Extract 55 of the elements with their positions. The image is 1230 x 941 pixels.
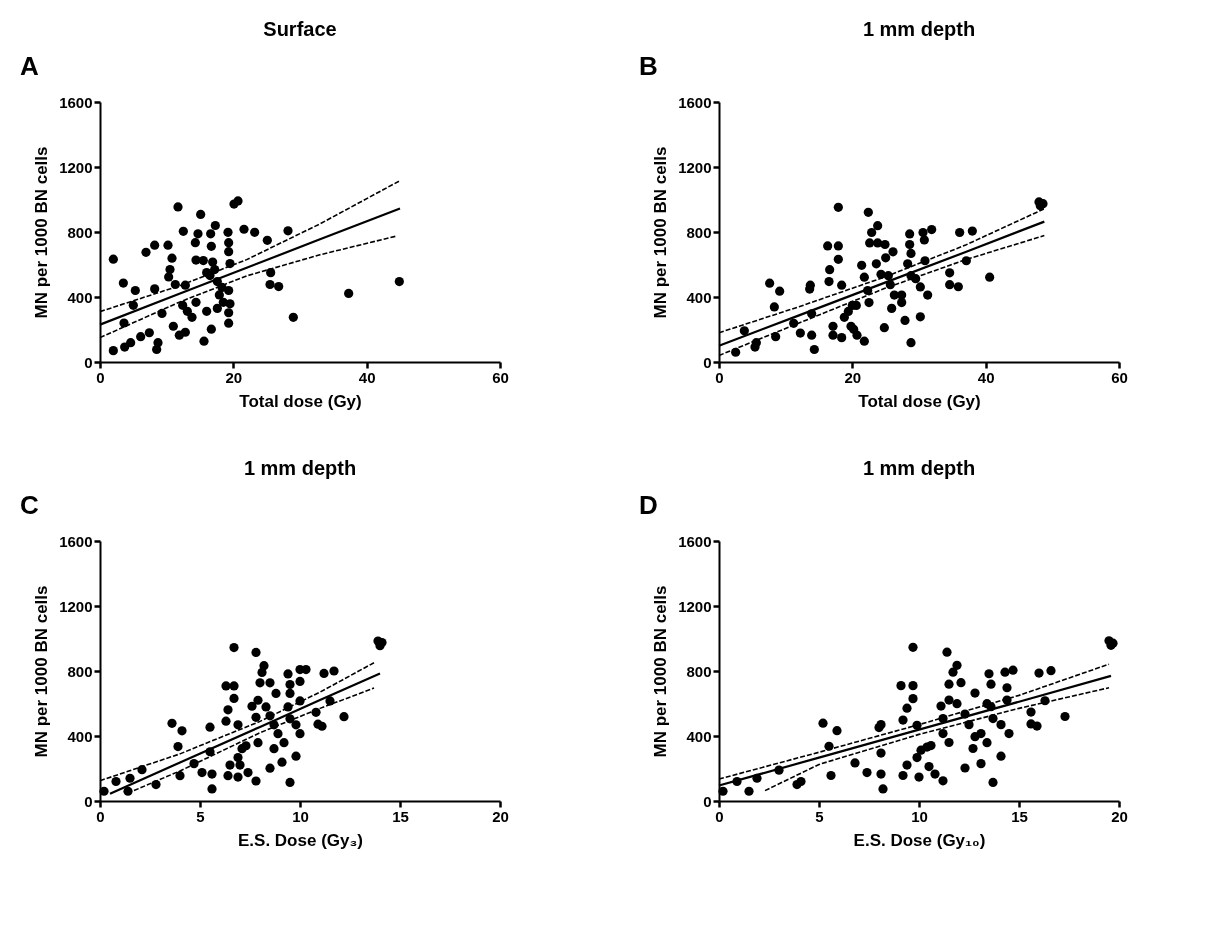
x-tick-label: 0	[96, 807, 105, 825]
y-tick-label: 400	[67, 288, 93, 306]
y-tick-label: 400	[686, 288, 712, 306]
x-tick-label: 40	[358, 368, 376, 386]
line-series	[764, 686, 1110, 792]
y-tick-label: 1200	[678, 158, 712, 176]
x-tick-label: 20	[492, 807, 509, 825]
x-tick-label: 20	[225, 368, 243, 386]
y-tick-label: 0	[703, 792, 712, 810]
y-tick-label: 1600	[59, 93, 93, 111]
y-tick-label: 1200	[59, 597, 93, 615]
x-tick-label: 40	[977, 368, 995, 386]
x-tick-label: 15	[392, 807, 409, 825]
x-tick-label: 0	[96, 368, 105, 386]
x-tick-label: 0	[715, 368, 724, 386]
x-tick-label: 60	[492, 368, 509, 386]
x-tick-label: 10	[911, 807, 928, 825]
y-tick-label: 400	[686, 727, 712, 745]
x-tick-label: 20	[844, 368, 862, 386]
text: C	[20, 490, 39, 520]
x-axis-title: E.S. Dose (Gy₃)	[237, 830, 364, 850]
text: A	[20, 51, 39, 81]
y-tick-label: 1600	[678, 532, 712, 550]
x-tick-label: 5	[815, 807, 824, 825]
y-tick-label: 0	[703, 353, 712, 371]
x-axis-title: Total dose (Gy)	[858, 391, 981, 411]
y-tick-label: 0	[84, 792, 93, 810]
x-tick-label: 20	[1111, 807, 1128, 825]
text: B	[639, 51, 658, 81]
chart-title: 1 mm depth	[862, 18, 976, 40]
x-tick-label: 15	[1011, 807, 1028, 825]
y-tick-label: 800	[67, 223, 93, 241]
chart-title: 1 mm depth	[862, 457, 976, 479]
y-axis-title: MN per 1000 BN cells	[651, 146, 671, 319]
text: D	[639, 490, 658, 520]
y-tick-label: 1600	[59, 532, 93, 550]
y-tick-label: 800	[67, 662, 93, 680]
chart-title: Surface	[263, 18, 337, 40]
y-tick-label: 800	[686, 223, 712, 241]
y-tick-label: 800	[686, 662, 712, 680]
x-tick-label: 10	[292, 807, 309, 825]
y-axis-title: MN per 1000 BN cells	[32, 585, 52, 758]
y-tick-label: 1200	[59, 158, 93, 176]
y-tick-label: 400	[67, 727, 93, 745]
y-tick-label: 1600	[678, 93, 712, 111]
x-tick-label: 5	[196, 807, 205, 825]
chart-title: 1 mm depth	[243, 457, 357, 479]
x-axis-title: Total dose (Gy)	[239, 391, 362, 411]
x-axis-title: E.S. Dose (Gy₁₀)	[853, 830, 986, 850]
y-axis-title: MN per 1000 BN cells	[32, 146, 52, 319]
x-tick-label: 0	[715, 807, 724, 825]
y-axis-title: MN per 1000 BN cells	[651, 585, 671, 758]
y-tick-label: 1200	[678, 597, 712, 615]
y-tick-label: 0	[84, 353, 93, 371]
x-tick-label: 60	[1111, 368, 1128, 386]
